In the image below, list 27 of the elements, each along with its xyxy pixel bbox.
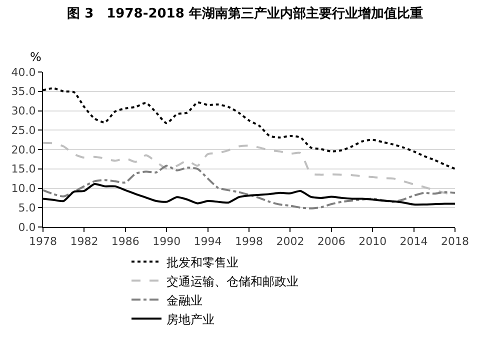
x-tick-label: 2010	[358, 235, 387, 248]
x-tick-label: 2006	[317, 235, 346, 248]
legend-label: 金融业	[166, 293, 202, 308]
legend-label: 批发和零售业	[166, 255, 238, 270]
x-tick-label: 1990	[152, 235, 181, 248]
x-tick-label: 1998	[235, 235, 263, 248]
legend-label: 交通运输、仓储和邮政业	[166, 274, 298, 288]
y-tick-label: 15.0	[11, 162, 36, 176]
y-tick-label: 10.0	[11, 182, 36, 196]
y-axis-title: %	[30, 50, 42, 64]
x-tick-label: 2002	[276, 235, 304, 248]
x-tick-label: 1982	[70, 235, 98, 248]
chart-title: 图 3 1978-2018 年湖南第三产业内部主要行业增加值比重	[67, 6, 423, 22]
x-tick-label: 1994	[194, 235, 222, 248]
y-tick-label: 20.0	[11, 143, 36, 156]
x-tick-label: 1986	[111, 235, 140, 248]
y-tick-label: 25.0	[11, 124, 36, 137]
line-series	[43, 164, 455, 210]
x-tick-label: 2014	[400, 235, 428, 248]
y-tick-label: 0.0	[18, 220, 36, 234]
y-tick-label: 5.0	[18, 201, 36, 214]
y-tick-label: 35.0	[11, 85, 36, 98]
y-tick-label: 40.0	[11, 66, 36, 79]
x-tick-label: 2018	[441, 235, 469, 248]
y-tick-label: 30.0	[11, 104, 36, 118]
x-tick-label: 1978	[29, 235, 57, 248]
legend-label: 房地产业	[166, 312, 214, 326]
